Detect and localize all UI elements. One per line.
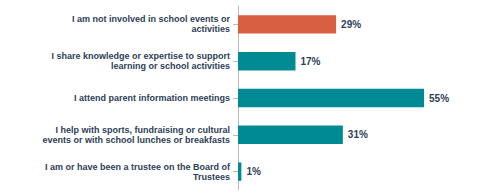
svg-text:I share knowledge or expertise: I share knowledge or expertise to suppor… [51,51,230,61]
svg-text:31%: 31% [348,129,368,140]
svg-text:17%: 17% [301,56,321,67]
svg-text:1%: 1% [246,166,261,177]
svg-text:Trustees: Trustees [193,172,230,182]
svg-text:I attend parent information me: I attend parent information meetings [74,93,230,103]
svg-text:55%: 55% [429,93,449,104]
svg-text:events or with school lunches: events or with school lunches or breakfa… [42,135,230,145]
svg-text:activities: activities [191,24,230,34]
svg-text:29%: 29% [341,19,361,30]
svg-text:learning or school activities: learning or school activities [111,61,230,71]
svg-text:I am not involved in school ev: I am not involved in school events or [72,14,231,24]
svg-text:I help with sports, fundraisin: I help with sports, fundraising or cultu… [55,125,230,135]
svg-text:I am or have been a trustee on: I am or have been a trustee on the Board… [45,162,231,172]
